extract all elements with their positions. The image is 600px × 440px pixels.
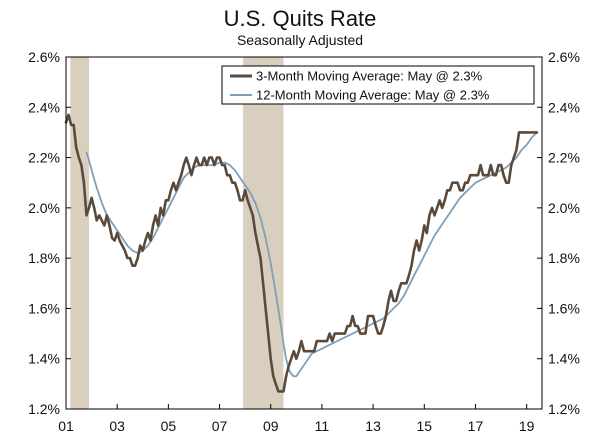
legend-box: [221, 65, 535, 105]
y-tick-label-right: 1.8%: [548, 250, 580, 266]
x-tick-label: 09: [263, 418, 279, 434]
x-tick-label: 17: [468, 418, 484, 434]
y-tick-label-left: 1.8%: [28, 250, 60, 266]
y-tick-label-right: 2.0%: [548, 200, 580, 216]
y-tick-label-left: 1.4%: [28, 351, 60, 367]
x-tick-label: 11: [315, 418, 330, 434]
y-tick-label-left: 2.2%: [28, 150, 60, 166]
legend: 3-Month Moving Average: May @ 2.3% 12-Mo…: [221, 65, 535, 105]
x-tick-label: 07: [212, 418, 228, 434]
x-tick-label: 15: [416, 418, 432, 434]
series-line-3-month: [64, 113, 539, 393]
y-tick-label-right: 2.2%: [548, 150, 580, 166]
series-lines: [64, 113, 539, 393]
chart-subtitle: Seasonally Adjusted: [237, 32, 363, 48]
x-tick-label: 19: [519, 418, 535, 434]
axes: 1.2% 1.2% 1.4% 1.4% 1.6% 1.6% 1.8% 1.8% 2.0% 2.0%…: [28, 49, 580, 434]
recession-band: [70, 57, 90, 409]
y-tick-label-left: 1.6%: [28, 300, 60, 316]
chart-title: U.S. Quits Rate: [224, 6, 377, 31]
plot-frame: [65, 56, 543, 410]
legend-label-avg3: 3-Month Moving Average: May @ 2.3%: [256, 69, 483, 84]
x-tick-label: 13: [365, 418, 381, 434]
y-tick-label-left: 1.2%: [28, 401, 60, 417]
recession-band: [243, 57, 284, 409]
y-tick-label-left: 2.0%: [28, 200, 60, 216]
y-tick-label-right: 1.6%: [548, 300, 580, 316]
x-tick-label: 01: [58, 418, 74, 434]
series-line-12-month: [85, 131, 538, 378]
y-tick-label-left: 2.4%: [28, 99, 60, 115]
y-tick-label-right: 2.6%: [548, 49, 580, 65]
x-tick-label: 05: [161, 418, 177, 434]
y-tick-label-right: 2.4%: [548, 99, 580, 115]
y-tick-label-left: 2.6%: [28, 49, 60, 65]
legend-label-avg12: 12-Month Moving Average: May @ 2.3%: [256, 88, 490, 103]
y-tick-label-right: 1.2%: [548, 401, 580, 417]
recession-shading: [70, 57, 284, 409]
y-tick-label-right: 1.4%: [548, 351, 580, 367]
x-tick-label: 03: [109, 418, 125, 434]
